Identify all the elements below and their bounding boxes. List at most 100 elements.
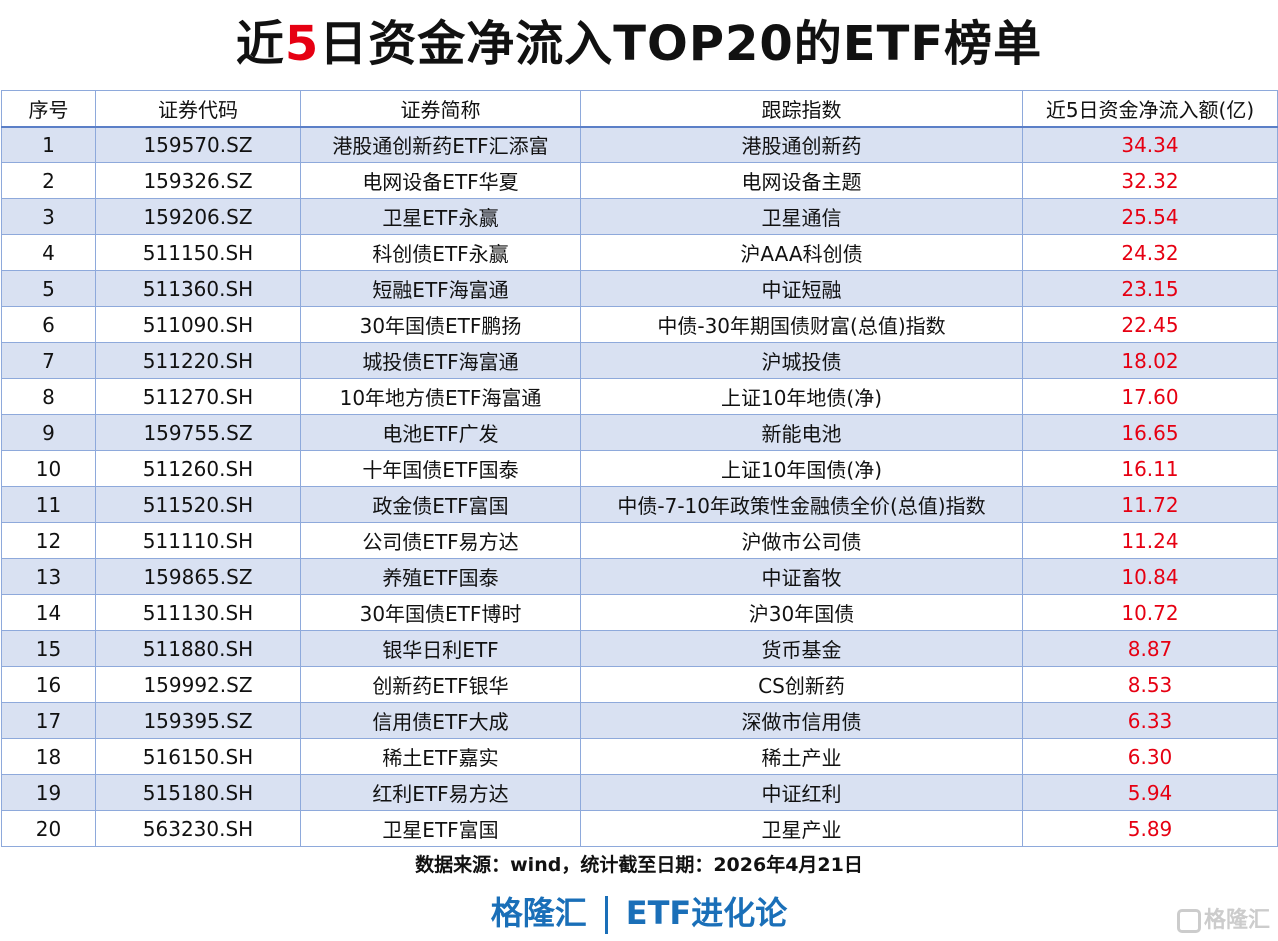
name-cell: 卫星ETF永赢 (300, 198, 581, 235)
net-inflow-cell: 32.32 (1022, 162, 1278, 199)
rank-cell: 5 (1, 270, 96, 307)
code-cell: 159570.SZ (95, 126, 301, 163)
index-cell: 中证红利 (580, 774, 1023, 811)
code-cell: 511270.SH (95, 378, 301, 415)
table-row: 13 159865.SZ 养殖ETF国泰 中证畜牧 10.84 (1, 558, 1278, 595)
rank-cell: 14 (1, 594, 96, 631)
brand-divider (604, 896, 608, 934)
code-cell: 511260.SH (95, 450, 301, 487)
code-cell: 511880.SH (95, 630, 301, 667)
table-row: 16 159992.SZ 创新药ETF银华 CS创新药 8.53 (1, 666, 1278, 703)
index-cell: 货币基金 (580, 630, 1023, 667)
name-cell: 电网设备ETF华夏 (300, 162, 581, 199)
index-cell: 上证10年国债(净) (580, 450, 1023, 487)
name-cell: 城投债ETF海富通 (300, 342, 581, 379)
page-title: 近5日资金净流入TOP20的ETF榜单 (0, 12, 1278, 76)
table-row: 5 511360.SH 短融ETF海富通 中证短融 23.15 (1, 270, 1278, 307)
net-inflow-cell: 23.15 (1022, 270, 1278, 307)
index-cell: 深做市信用债 (580, 702, 1023, 739)
net-inflow-cell: 8.53 (1022, 666, 1278, 703)
table-row: 9 159755.SZ 电池ETF广发 新能电池 16.65 (1, 414, 1278, 451)
net-inflow-cell: 11.24 (1022, 522, 1278, 559)
index-cell: 港股通创新药 (580, 126, 1023, 163)
net-inflow-cell: 25.54 (1022, 198, 1278, 235)
table-row: 2 159326.SZ 电网设备ETF华夏 电网设备主题 32.32 (1, 162, 1278, 199)
brand-footer: 格隆汇 ETF进化论 (0, 888, 1278, 934)
index-cell: 新能电池 (580, 414, 1023, 451)
net-inflow-cell: 16.11 (1022, 450, 1278, 487)
table-row: 8 511270.SH 10年地方债ETF海富通 上证10年地债(净) 17.60 (1, 378, 1278, 415)
rank-cell: 15 (1, 630, 96, 667)
name-cell: 十年国债ETF国泰 (300, 450, 581, 487)
brand-name: 格隆汇 (490, 894, 587, 932)
rank-cell: 18 (1, 738, 96, 775)
net-inflow-cell: 11.72 (1022, 486, 1278, 523)
table-row: 10 511260.SH 十年国债ETF国泰 上证10年国债(净) 16.11 (1, 450, 1278, 487)
table-header-row: 序号 证券代码 证券简称 跟踪指数 近5日资金净流入额(亿) (1, 90, 1278, 128)
code-cell: 511360.SH (95, 270, 301, 307)
code-cell: 511520.SH (95, 486, 301, 523)
data-source-note: 数据来源：wind，统计截至日期：2026年4月21日 (415, 854, 863, 876)
code-cell: 511220.SH (95, 342, 301, 379)
rank-cell: 3 (1, 198, 96, 235)
net-inflow-cell: 5.94 (1022, 774, 1278, 811)
rank-cell: 9 (1, 414, 96, 451)
rank-cell: 16 (1, 666, 96, 703)
index-cell: 沪城投债 (580, 342, 1023, 379)
code-cell: 159206.SZ (95, 198, 301, 235)
title-suffix: 日资金净流入TOP20的ETF榜单 (319, 16, 1043, 72)
code-cell: 159992.SZ (95, 666, 301, 703)
net-inflow-cell: 6.33 (1022, 702, 1278, 739)
table-row: 17 159395.SZ 信用债ETF大成 深做市信用债 6.33 (1, 702, 1278, 739)
name-cell: 公司债ETF易方达 (300, 522, 581, 559)
code-cell: 511150.SH (95, 234, 301, 271)
title-highlight: 5 (284, 16, 320, 72)
rank-cell: 12 (1, 522, 96, 559)
rank-cell: 11 (1, 486, 96, 523)
name-cell: 银华日利ETF (300, 630, 581, 667)
code-cell: 159326.SZ (95, 162, 301, 199)
table-row: 12 511110.SH 公司债ETF易方达 沪做市公司债 11.24 (1, 522, 1278, 559)
table-row: 1 159570.SZ 港股通创新药ETF汇添富 港股通创新药 34.34 (1, 126, 1278, 163)
brand-column-name: ETF进化论 (625, 894, 788, 932)
code-cell: 515180.SH (95, 774, 301, 811)
index-cell: 中证短融 (580, 270, 1023, 307)
name-cell: 30年国债ETF博时 (300, 594, 581, 631)
table-row: 20 563230.SH 卫星ETF富国 卫星产业 5.89 (1, 810, 1278, 847)
table-row: 18 516150.SH 稀土ETF嘉实 稀土产业 6.30 (1, 738, 1278, 775)
name-cell: 10年地方债ETF海富通 (300, 378, 581, 415)
index-cell: 中证畜牧 (580, 558, 1023, 595)
index-cell: 沪30年国债 (580, 594, 1023, 631)
net-inflow-cell: 10.72 (1022, 594, 1278, 631)
name-cell: 养殖ETF国泰 (300, 558, 581, 595)
net-inflow-cell: 8.87 (1022, 630, 1278, 667)
name-cell: 短融ETF海富通 (300, 270, 581, 307)
index-cell: 沪做市公司债 (580, 522, 1023, 559)
etf-ranking-table: 序号 证券代码 证券简称 跟踪指数 近5日资金净流入额(亿) 1 159570.SZ 港股通… (1, 90, 1278, 847)
code-cell: 159865.SZ (95, 558, 301, 595)
code-cell: 159755.SZ (95, 414, 301, 451)
code-cell: 511130.SH (95, 594, 301, 631)
index-cell: 卫星产业 (580, 810, 1023, 847)
name-cell: 稀土ETF嘉实 (300, 738, 581, 775)
net-inflow-cell: 6.30 (1022, 738, 1278, 775)
code-cell: 511090.SH (95, 306, 301, 343)
column-header: 证券简称 (300, 90, 581, 128)
name-cell: 信用债ETF大成 (300, 702, 581, 739)
code-cell: 159395.SZ (95, 702, 301, 739)
net-inflow-cell: 34.34 (1022, 126, 1278, 163)
table-row: 19 515180.SH 红利ETF易方达 中证红利 5.94 (1, 774, 1278, 811)
name-cell: 港股通创新药ETF汇添富 (300, 126, 581, 163)
index-cell: 稀土产业 (580, 738, 1023, 775)
net-inflow-cell: 18.02 (1022, 342, 1278, 379)
table-row: 15 511880.SH 银华日利ETF 货币基金 8.87 (1, 630, 1278, 667)
rank-cell: 8 (1, 378, 96, 415)
index-cell: 中债-30年期国债财富(总值)指数 (580, 306, 1023, 343)
name-cell: 红利ETF易方达 (300, 774, 581, 811)
name-cell: 电池ETF广发 (300, 414, 581, 451)
index-cell: 电网设备主题 (580, 162, 1023, 199)
index-cell: 卫星通信 (580, 198, 1023, 235)
net-inflow-cell: 16.65 (1022, 414, 1278, 451)
name-cell: 创新药ETF银华 (300, 666, 581, 703)
rank-cell: 13 (1, 558, 96, 595)
